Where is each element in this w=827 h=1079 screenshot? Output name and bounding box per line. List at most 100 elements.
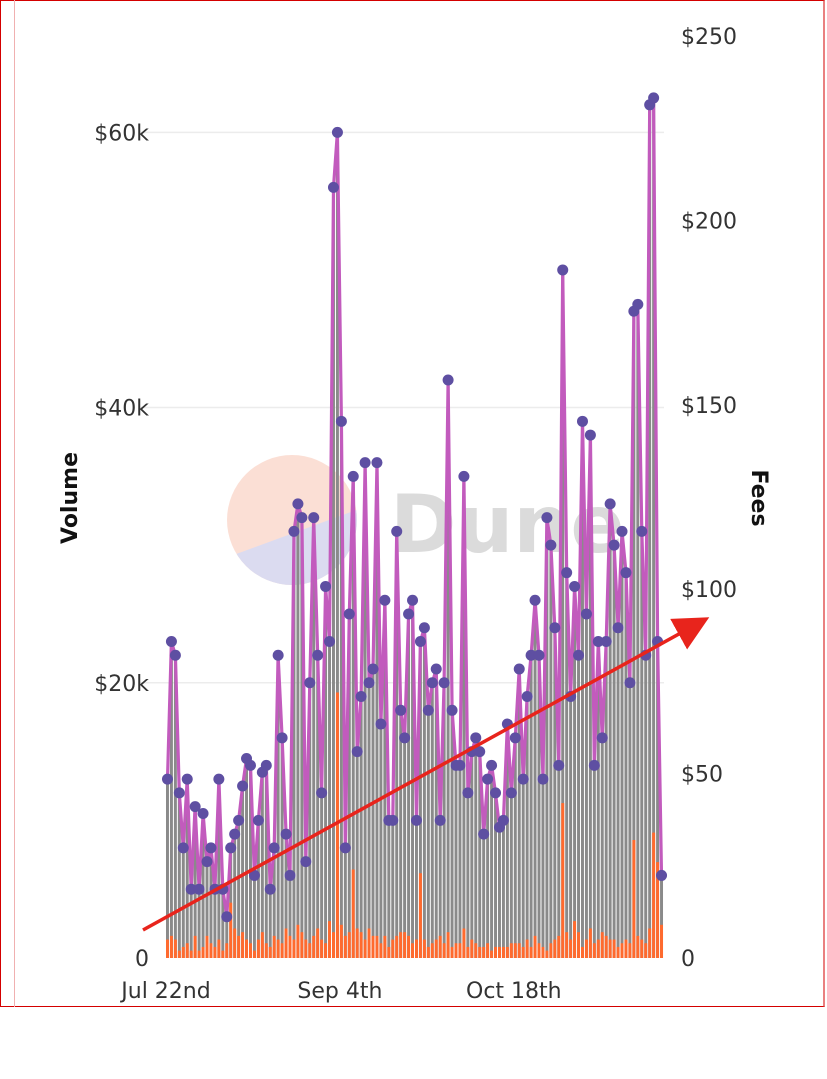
volume-bar <box>292 531 296 958</box>
fees-bar <box>486 943 490 958</box>
fees-bar <box>308 943 312 958</box>
line-point <box>280 828 292 840</box>
fees-bar <box>573 921 577 958</box>
line-point <box>410 814 422 826</box>
volume-bar <box>604 641 608 958</box>
line-point <box>592 635 604 647</box>
fees-bar <box>304 939 308 958</box>
volume-bar <box>509 792 513 958</box>
volume-bar <box>407 613 411 958</box>
line-point <box>371 457 383 469</box>
line-point <box>165 635 177 647</box>
volume-bar <box>446 380 450 958</box>
line-point <box>584 429 596 441</box>
line-point <box>205 842 217 854</box>
line-point <box>596 732 608 744</box>
line-point <box>533 649 545 661</box>
volume-bar <box>312 517 316 958</box>
fees-bar <box>422 939 426 958</box>
line-point <box>407 594 419 606</box>
volume-bar <box>470 751 474 958</box>
fees-bar <box>553 939 557 958</box>
fees-bar <box>343 935 347 958</box>
fees-bar <box>577 932 581 958</box>
fees-bar <box>276 939 280 958</box>
fees-bar <box>628 943 632 958</box>
line-point <box>355 691 367 703</box>
volume-bar <box>561 269 565 958</box>
volume-bar <box>252 875 256 958</box>
fees-bar <box>648 928 652 958</box>
volume-bar <box>490 765 494 958</box>
line-point <box>541 512 553 524</box>
line-point <box>300 856 312 868</box>
fees-bar <box>640 939 644 958</box>
fees-bar <box>181 946 185 958</box>
fees-bar <box>584 939 588 958</box>
line-point <box>225 842 237 854</box>
line-point <box>324 635 336 647</box>
volume-bar <box>584 613 588 958</box>
line-point <box>414 635 426 647</box>
volume-bar <box>592 765 596 958</box>
volume-bar <box>529 655 533 958</box>
volume-bar <box>438 820 442 958</box>
fees-bar <box>351 869 355 958</box>
line-point <box>213 773 225 785</box>
line-point <box>600 635 612 647</box>
volume-bar <box>387 820 391 958</box>
volume-bar <box>209 847 213 958</box>
fees-bar <box>644 943 648 958</box>
x-tick-label: Sep 4th <box>297 979 382 1004</box>
volume-bar <box>181 847 185 958</box>
volume-bar <box>620 531 624 958</box>
fees-bar <box>490 950 494 958</box>
volume-bar <box>403 737 407 958</box>
volume-bar <box>608 503 612 958</box>
fees-bar <box>399 932 403 958</box>
volume-bar <box>225 916 229 958</box>
volume-bar <box>328 641 332 958</box>
fees-bar <box>379 943 383 958</box>
line-point <box>490 787 502 799</box>
fees-bar <box>529 946 533 958</box>
volume-bar <box>197 889 201 958</box>
volume-bar <box>359 696 363 958</box>
line-point <box>395 704 407 716</box>
fees-bar <box>612 939 616 958</box>
fees-bar <box>565 932 569 958</box>
line-point <box>438 677 450 689</box>
volume-bar <box>482 834 486 958</box>
right-tick-label: $200 <box>681 209 737 234</box>
fees-bar <box>509 943 513 958</box>
line-point <box>201 856 213 868</box>
volume-bar <box>177 792 181 958</box>
line-point <box>308 512 320 524</box>
volume-bar <box>537 655 541 958</box>
fees-bar <box>652 832 656 958</box>
volume-bar <box>296 503 300 958</box>
fees-bar <box>205 935 209 958</box>
volume-bar <box>569 696 573 958</box>
volume-bar <box>577 655 581 958</box>
fees-bar <box>268 946 272 958</box>
line-point <box>252 814 264 826</box>
volume-bar <box>173 655 177 958</box>
line-point <box>549 622 561 634</box>
volume-bar <box>498 827 501 958</box>
fees-bar <box>458 943 462 958</box>
right-tick-label: $50 <box>681 763 723 788</box>
line-point <box>312 649 324 661</box>
volume-bar <box>324 586 328 958</box>
line-point <box>391 525 403 537</box>
fees-bar <box>280 943 284 958</box>
chart-frame <box>0 0 825 1007</box>
volume-bar <box>383 600 387 958</box>
fees-bar <box>498 946 501 958</box>
line-point <box>553 759 565 771</box>
volume-bar <box>644 655 648 958</box>
fees-bar <box>335 692 339 958</box>
fees-bars <box>166 692 664 958</box>
fees-bar <box>525 939 529 958</box>
line-point <box>656 869 668 881</box>
